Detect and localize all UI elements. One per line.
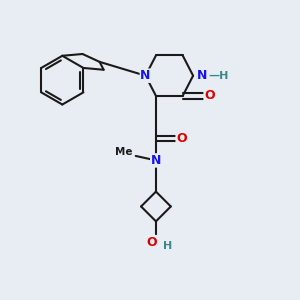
Text: —H: —H — [208, 71, 229, 81]
Text: N: N — [151, 154, 161, 167]
Text: N: N — [197, 69, 207, 82]
Text: Me: Me — [115, 147, 132, 158]
Text: N: N — [140, 69, 151, 82]
Text: O: O — [204, 89, 215, 102]
Text: O: O — [176, 132, 187, 145]
Text: O: O — [147, 236, 158, 249]
Text: H: H — [163, 241, 172, 251]
